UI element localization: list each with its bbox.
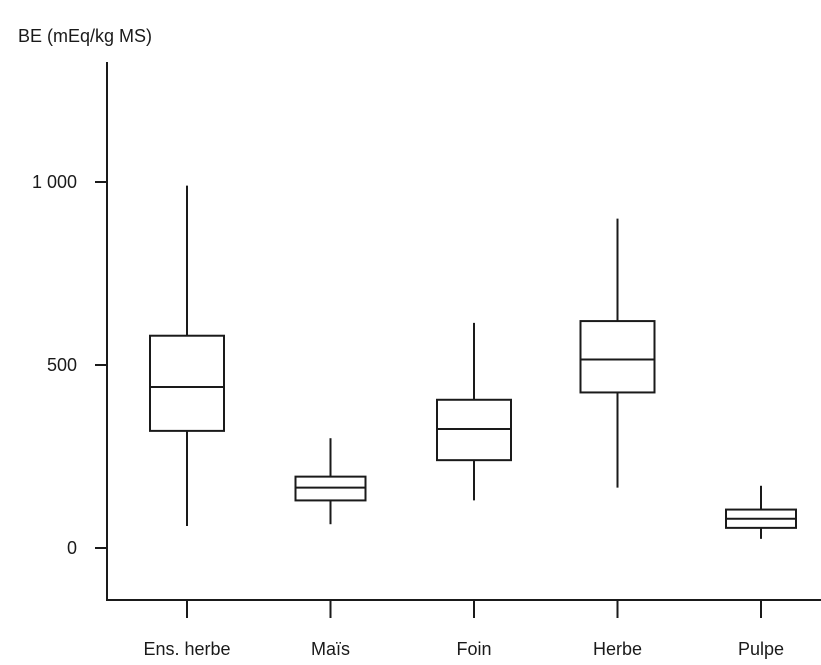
y-axis-ticks: 0 500 1 000 bbox=[32, 172, 107, 558]
category-label: Pulpe bbox=[738, 639, 784, 659]
x-axis-ticks: Ens. herbe Maïs Foin Herbe Pulpe bbox=[143, 600, 784, 659]
box-herbe bbox=[579, 218, 656, 488]
category-label: Ens. herbe bbox=[143, 639, 230, 659]
box-ens-herbe bbox=[149, 185, 225, 527]
category-label: Foin bbox=[456, 639, 491, 659]
y-tick-label: 1 000 bbox=[32, 172, 77, 192]
box-foin bbox=[436, 322, 512, 501]
boxes-layer bbox=[149, 185, 797, 539]
category-label: Herbe bbox=[593, 639, 642, 659]
y-axis-label: BE (mEq/kg MS) bbox=[18, 26, 152, 46]
axis-frame bbox=[106, 62, 821, 601]
y-tick-label: 500 bbox=[47, 355, 77, 375]
box-maïs bbox=[294, 438, 367, 525]
iqr-box bbox=[149, 334, 225, 432]
category-label: Maïs bbox=[311, 639, 350, 659]
box-pulpe bbox=[725, 485, 797, 539]
y-tick-label: 0 bbox=[67, 538, 77, 558]
iqr-box bbox=[579, 320, 656, 394]
